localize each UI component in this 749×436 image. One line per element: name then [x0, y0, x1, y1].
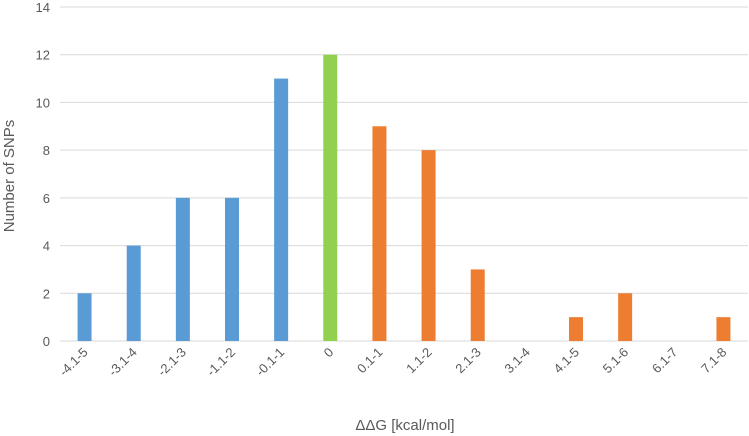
- x-tick-label: 1.1-2: [403, 345, 435, 377]
- y-tick-label: 14: [36, 0, 50, 15]
- bar--3.1-4: [126, 245, 141, 341]
- x-tick-label: 6.1-7: [649, 345, 681, 377]
- y-tick-label: 6: [43, 191, 50, 206]
- x-tick-label: -3.1-4: [105, 345, 140, 380]
- x-tick-label: -4.1-5: [56, 345, 91, 380]
- y-tick-label: 8: [43, 143, 50, 158]
- x-axis-ticks: -4.1-5 -3.1-4 -2.1-3 -1.1-2 -0.1-1 0 0.1-1 1.1-…: [56, 345, 729, 380]
- x-tick-label: 4.1-5: [551, 345, 583, 377]
- x-tick-label: -2.1-3: [154, 345, 189, 380]
- gridlines: [60, 6, 748, 342]
- y-axis-title: Number of SNPs: [1, 120, 18, 233]
- x-tick-label: 7.1-8: [698, 345, 730, 377]
- bar-5.1-6: [618, 293, 633, 341]
- bar-1.1-2: [421, 150, 436, 341]
- y-tick-label: 10: [36, 95, 50, 110]
- y-tick-label: 12: [36, 48, 50, 63]
- bar-7.1-8: [716, 317, 731, 341]
- y-tick-label: 0: [43, 334, 50, 349]
- bar-0.1-1: [372, 126, 387, 342]
- x-tick-label: -1.1-2: [203, 345, 238, 380]
- x-tick-label: 5.1-6: [600, 345, 632, 377]
- bar--4.1-5: [77, 293, 92, 341]
- y-tick-label: 2: [43, 286, 50, 301]
- bar--0.1-1: [274, 78, 289, 342]
- x-tick-label: 0.1-1: [354, 345, 386, 377]
- bar-0: [323, 54, 338, 341]
- y-tick-label: 4: [43, 239, 50, 254]
- bar-2.1-3: [470, 269, 485, 341]
- x-axis-title: ΔΔG [kcal/mol]: [355, 417, 454, 434]
- bar-4.1-5: [569, 317, 583, 341]
- bar--2.1-3: [175, 197, 190, 341]
- x-tick-label: 2.1-3: [452, 345, 484, 377]
- x-tick-label: 0: [321, 345, 337, 361]
- bar--1.1-2: [225, 197, 239, 341]
- x-tick-label: -0.1-1: [253, 345, 288, 380]
- y-axis-ticks: 0 2 4 6 8 10 12 14: [36, 0, 50, 349]
- bars: [77, 54, 731, 342]
- x-tick-label: 3.1-4: [501, 345, 533, 377]
